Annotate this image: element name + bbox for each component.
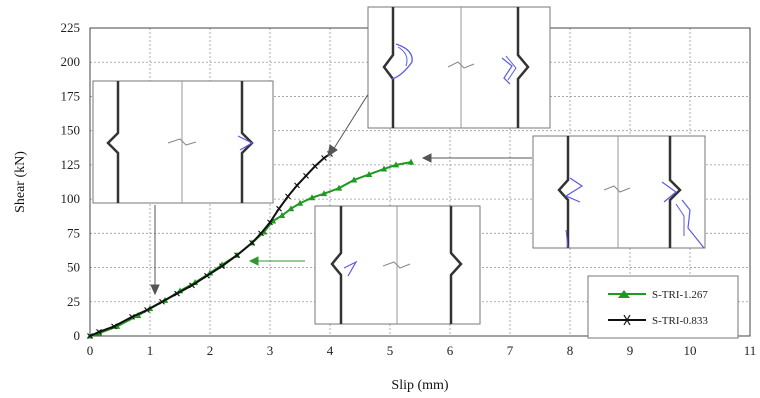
data-point-triangle <box>365 170 373 177</box>
legend-label-s-tri-1267: S-TRI-1.267 <box>652 289 708 301</box>
data-point-cross <box>312 163 318 170</box>
data-point-triangle <box>308 194 316 201</box>
x-tick-label: 6 <box>447 343 454 358</box>
annotation-arrows <box>150 87 532 296</box>
inset-panel-right <box>532 135 706 249</box>
x-tick-label: 4 <box>327 343 334 358</box>
x-tick-label: 11 <box>744 343 757 358</box>
inset-panel-bottom <box>314 205 481 325</box>
data-point-cross <box>159 298 165 305</box>
y-tick-label: 200 <box>61 54 81 69</box>
series-group <box>86 151 415 339</box>
data-point-cross <box>234 252 240 259</box>
data-point-cross <box>129 313 135 320</box>
data-point-triangle <box>380 165 388 172</box>
y-tick-label: 125 <box>61 157 81 172</box>
data-point-cross <box>267 219 273 226</box>
x-tick-label: 10 <box>684 343 697 358</box>
arrowhead-green-peak <box>421 153 432 163</box>
data-point-cross <box>249 240 255 246</box>
legend-label-s-tri-0833: S-TRI-0.833 <box>652 315 708 327</box>
legend: S-TRI-1.267 S-TRI-0.833 <box>587 275 739 339</box>
data-point-cross <box>204 272 210 279</box>
arrowhead-early-slip <box>150 284 160 296</box>
data-point-triangle <box>287 205 295 212</box>
data-point-cross <box>303 172 309 179</box>
x-tick-label: 9 <box>627 343 634 358</box>
x-tick-label: 7 <box>507 343 514 358</box>
y-axis-ticks: 0 25 50 75 100 125 150 175 200 225 <box>61 20 81 343</box>
arrowhead-black-peak <box>327 144 338 158</box>
data-point-cross <box>189 282 195 289</box>
arrowhead-green-mid <box>248 256 259 266</box>
inset-panel-left <box>92 80 274 204</box>
data-point-cross <box>321 155 327 161</box>
data-point-triangle <box>320 190 328 197</box>
data-point-cross <box>174 290 180 297</box>
x-axis-ticks: 0 1 2 3 4 5 6 7 8 9 10 11 <box>87 343 757 358</box>
data-point-triangle <box>407 158 415 165</box>
x-tick-label: 0 <box>87 343 94 358</box>
y-tick-label: 25 <box>67 294 80 309</box>
inset-panel-top <box>367 6 551 129</box>
data-point-cross <box>96 329 102 335</box>
x-tick-label: 5 <box>387 343 394 358</box>
data-point-cross <box>285 193 291 200</box>
y-tick-label: 50 <box>67 260 80 275</box>
legend-marker-cross-icon <box>623 314 631 326</box>
x-axis-label: Slip (mm) <box>391 378 449 393</box>
y-axis-label: Shear (kN) <box>13 151 28 213</box>
data-point-cross <box>276 205 282 212</box>
y-tick-label: 75 <box>67 225 80 240</box>
data-point-triangle <box>278 212 286 219</box>
data-point-cross <box>219 263 225 270</box>
data-point-cross <box>144 307 150 313</box>
x-tick-label: 8 <box>567 343 574 358</box>
arrow-to-black-peak <box>332 87 373 151</box>
x-tick-label: 2 <box>207 343 214 358</box>
y-tick-label: 0 <box>74 328 81 343</box>
y-tick-label: 225 <box>61 20 81 35</box>
x-tick-label: 1 <box>147 343 154 358</box>
data-point-cross <box>87 333 93 339</box>
data-point-cross <box>294 182 300 189</box>
data-point-triangle <box>335 184 343 191</box>
data-point-cross <box>111 323 117 330</box>
x-tick-label: 3 <box>267 343 274 358</box>
y-tick-label: 100 <box>61 191 81 206</box>
data-point-triangle <box>296 199 304 206</box>
data-point-triangle <box>350 176 358 183</box>
y-tick-label: 150 <box>61 123 81 138</box>
y-tick-label: 175 <box>61 88 81 103</box>
legend-marker-triangle-icon <box>618 290 630 298</box>
data-point-triangle <box>392 161 400 168</box>
data-point-cross <box>258 230 264 237</box>
